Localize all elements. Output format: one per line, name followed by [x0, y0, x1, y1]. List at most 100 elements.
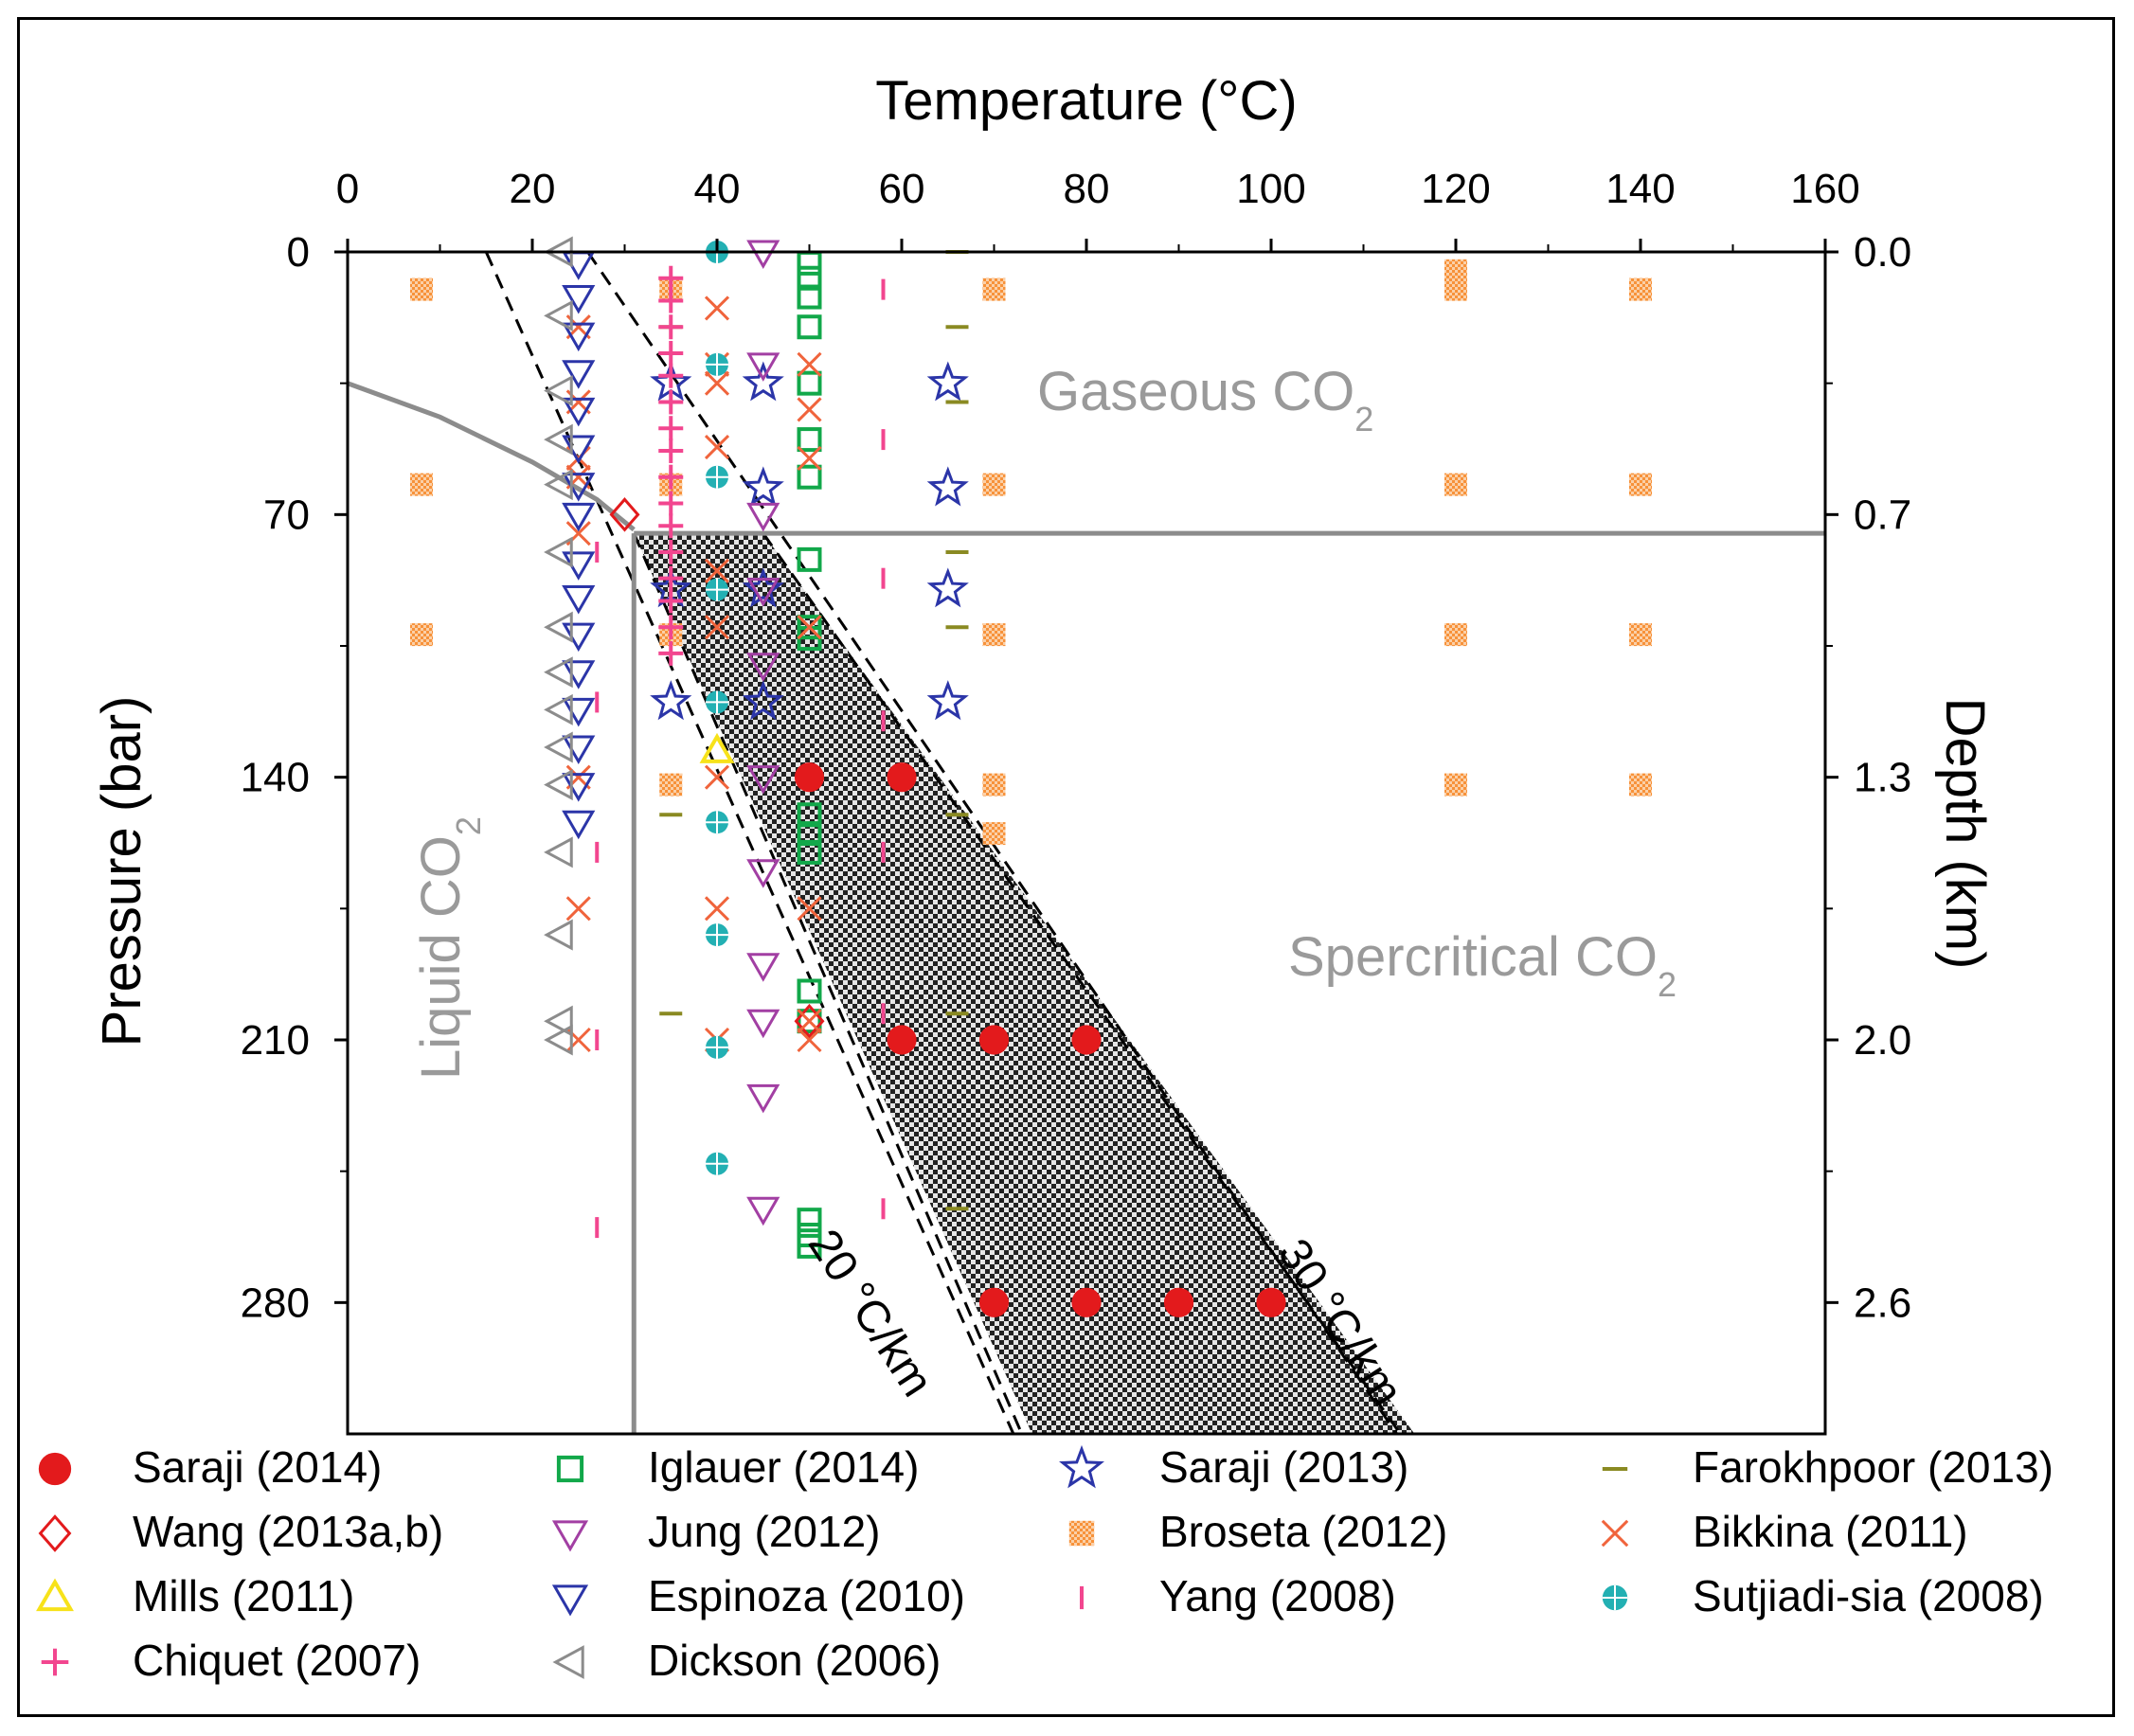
gradient-line-3	[632, 532, 1024, 1434]
figure-frame	[17, 17, 2115, 1717]
data-point	[1444, 473, 1467, 496]
data-point	[797, 802, 822, 828]
x-tick-label: 100	[1236, 166, 1305, 212]
y-tick-label: 0	[287, 229, 310, 276]
x-tick-label: 140	[1605, 166, 1675, 212]
data-point	[978, 1025, 1010, 1055]
data-point	[742, 466, 784, 507]
legend-marker	[551, 1584, 589, 1617]
data-point	[926, 567, 969, 608]
data-point	[1256, 1287, 1286, 1317]
data-point	[658, 314, 684, 340]
data-point	[926, 680, 969, 721]
data-point	[410, 623, 433, 647]
y-tick-label: 140	[241, 755, 310, 801]
data-point	[742, 361, 784, 402]
data-point	[746, 1196, 780, 1226]
data-point	[794, 762, 825, 793]
legend-item: Dickson (2006)	[552, 1636, 941, 1685]
data-point	[706, 690, 728, 714]
data-point	[410, 473, 433, 496]
data-point	[746, 765, 780, 795]
data-point	[544, 656, 573, 689]
plot-background	[348, 252, 1825, 1434]
x-tick-label: 20	[510, 166, 556, 212]
legend-item: Mills (2011)	[36, 1571, 354, 1620]
data-point	[562, 622, 596, 653]
legend-label: Wang (2013a,b)	[133, 1507, 443, 1556]
data-point	[1444, 259, 1467, 282]
legend-marker	[1601, 1519, 1629, 1548]
legend-label: Saraji (2013)	[1159, 1442, 1408, 1492]
x-tick-label: 40	[694, 166, 741, 212]
tick-layer: 0 20 40 60 80 100 120 140 160 0 0.0 70 0.7 140 1.3 210 2…	[241, 166, 1912, 1326]
data-point	[658, 640, 684, 666]
data-point	[1629, 277, 1652, 301]
data-point	[658, 513, 684, 539]
data-point	[797, 615, 822, 640]
legend-marker	[552, 1645, 584, 1679]
legend-item: Saraji (2014)	[38, 1442, 382, 1492]
data-point	[658, 539, 684, 564]
data-point	[562, 285, 596, 314]
legend-label: Yang (2008)	[1159, 1571, 1396, 1620]
y-tick-label: 210	[241, 1017, 310, 1064]
y2-tick-label: 1.3	[1854, 755, 1911, 801]
data-point	[797, 265, 822, 291]
data-point	[797, 397, 822, 422]
data-point	[926, 466, 969, 507]
legend-label: Farokhpoor (2013)	[1693, 1442, 2053, 1492]
data-point	[562, 397, 596, 427]
region-label-liquid: Liquid CO2	[410, 816, 488, 1080]
data-point	[1444, 623, 1467, 647]
gradient-line-4	[762, 532, 1402, 1434]
data-point	[797, 250, 822, 276]
data-point	[887, 762, 917, 793]
data-point	[978, 1287, 1010, 1317]
x-axis-title: Temperature (°C)	[875, 70, 1297, 132]
region-label-supercritical: Spercritical CO2	[1288, 926, 1677, 1004]
legend-marker	[1602, 1584, 1628, 1611]
data-point	[797, 978, 822, 1004]
data-point	[706, 1035, 728, 1059]
data-point	[544, 536, 573, 568]
legend: Saraji (2014) Iglauer (2014) Saraji (2013)…	[36, 1442, 2053, 1685]
data-point	[704, 896, 730, 922]
legend-item: Broseta (2012)	[1068, 1507, 1447, 1556]
gradient-label-20: 20 °C/km	[798, 1221, 942, 1405]
data-point	[746, 240, 780, 270]
legend-item: Yang (2008)	[1080, 1571, 1396, 1620]
series-8	[699, 732, 735, 763]
data-point	[544, 1005, 573, 1037]
data-point	[544, 836, 573, 868]
data-point	[410, 277, 433, 301]
series-13	[544, 236, 573, 1056]
data-point	[926, 361, 969, 402]
data-point	[544, 919, 573, 951]
data-point	[658, 491, 684, 516]
data-point	[797, 1027, 822, 1053]
data-point	[794, 1003, 825, 1039]
legend-label: Broseta (2012)	[1159, 1507, 1447, 1556]
legend-item: Sutjiadi-sia (2008)	[1602, 1571, 2044, 1620]
data-point	[746, 859, 780, 888]
legend-item: Chiquet (2007)	[41, 1636, 421, 1685]
data-point	[1071, 1287, 1102, 1317]
data-point	[544, 731, 573, 763]
data-point	[658, 615, 684, 640]
data-point	[1071, 1025, 1102, 1055]
data-point	[544, 769, 573, 801]
legend-item: Jung (2012)	[551, 1507, 881, 1556]
data-point	[704, 370, 730, 396]
data-point	[746, 1009, 780, 1039]
data-point	[658, 464, 684, 490]
legend-label: Sutjiadi-sia (2008)	[1693, 1571, 2044, 1620]
legend-item: Bikkina (2011)	[1601, 1507, 1968, 1556]
series-6	[410, 259, 1652, 846]
data-point	[746, 352, 780, 382]
data-point	[797, 445, 822, 471]
y2-tick-label: 0.0	[1854, 229, 1911, 276]
background-layer	[348, 252, 1825, 1434]
data-point	[565, 896, 591, 922]
series-11	[706, 241, 728, 1175]
